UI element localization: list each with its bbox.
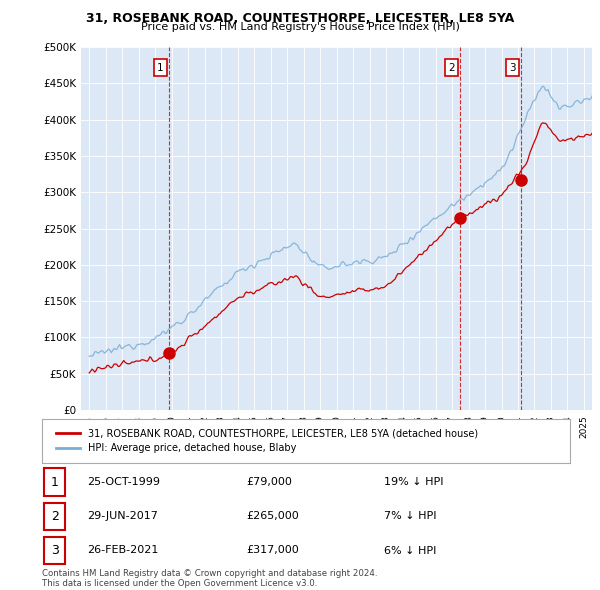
Text: £265,000: £265,000 bbox=[246, 512, 299, 521]
Text: £79,000: £79,000 bbox=[246, 477, 292, 487]
Text: Contains HM Land Registry data © Crown copyright and database right 2024.
This d: Contains HM Land Registry data © Crown c… bbox=[42, 569, 377, 588]
Text: 2: 2 bbox=[50, 510, 59, 523]
Text: Price paid vs. HM Land Registry's House Price Index (HPI): Price paid vs. HM Land Registry's House … bbox=[140, 22, 460, 32]
Text: 7% ↓ HPI: 7% ↓ HPI bbox=[384, 512, 436, 521]
Text: 2: 2 bbox=[449, 63, 455, 73]
Text: 1: 1 bbox=[157, 63, 164, 73]
Text: 3: 3 bbox=[50, 544, 59, 557]
Text: 3: 3 bbox=[509, 63, 515, 73]
Text: 6% ↓ HPI: 6% ↓ HPI bbox=[384, 546, 436, 555]
Text: £317,000: £317,000 bbox=[246, 546, 299, 555]
Text: 26-FEB-2021: 26-FEB-2021 bbox=[87, 546, 158, 555]
Text: 31, ROSEBANK ROAD, COUNTESTHORPE, LEICESTER, LE8 5YA: 31, ROSEBANK ROAD, COUNTESTHORPE, LEICES… bbox=[86, 12, 514, 25]
Legend: 31, ROSEBANK ROAD, COUNTESTHORPE, LEICESTER, LE8 5YA (detached house), HPI: Aver: 31, ROSEBANK ROAD, COUNTESTHORPE, LEICES… bbox=[52, 425, 482, 457]
Text: 19% ↓ HPI: 19% ↓ HPI bbox=[384, 477, 443, 487]
Text: 1: 1 bbox=[50, 476, 59, 489]
Text: 29-JUN-2017: 29-JUN-2017 bbox=[87, 512, 158, 521]
Text: 25-OCT-1999: 25-OCT-1999 bbox=[87, 477, 160, 487]
